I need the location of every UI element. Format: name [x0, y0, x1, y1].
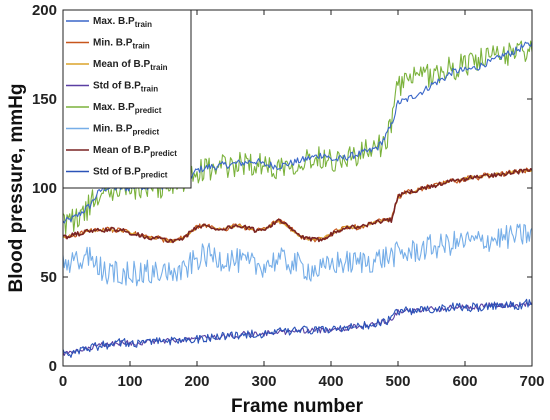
legend-entry: Mean of B.Ptrain: [93, 59, 168, 72]
legend-entry-name: Max. B.P: [93, 16, 135, 27]
legend-entry: Max. B.Ppredict: [93, 102, 162, 115]
series-line-max-b-ppredict: [62, 40, 533, 235]
legend-entry-name: Std of B.P: [93, 81, 141, 92]
x-tick-label: 300: [251, 373, 276, 390]
x-tick-label: 0: [59, 373, 67, 390]
x-axis: 0 100 200 300 400 500 600 700: [59, 10, 545, 390]
legend-entry: Std of B.Ppredict: [93, 167, 168, 180]
y-axis-label: Blood pressure, mmHg: [6, 83, 27, 292]
legend-entry-subscript: train: [141, 85, 158, 94]
series-line-mean-of-b-ppredict: [62, 168, 533, 244]
legend-entry-subscript: predict: [135, 106, 162, 115]
legend-entry-subscript: predict: [132, 128, 159, 137]
legend-entry-subscript: predict: [141, 171, 168, 180]
legend-entry-name: Min. B.P: [93, 38, 133, 49]
series-line-min-b-ppredict: [62, 223, 533, 287]
x-tick-label: 600: [452, 373, 477, 390]
legend-entry-subscript: predict: [150, 149, 177, 158]
x-tick-label: 700: [519, 373, 544, 390]
x-tick-label: 200: [184, 373, 209, 390]
x-tick-label: 100: [117, 373, 142, 390]
legend-entry-name: Mean of B.P: [93, 145, 151, 156]
legend-entry-name: Mean of B.P: [93, 59, 151, 70]
legend-entry: Mean of B.Ppredict: [93, 145, 177, 158]
legend-entry-subscript: train: [132, 42, 149, 51]
legend-entry-name: Min. B.P: [93, 124, 133, 135]
y-tick-label: 200: [32, 2, 57, 19]
legend-entry: Max. B.Ptrain: [93, 16, 152, 29]
y-tick-label: 100: [32, 180, 57, 197]
y-tick-label: 150: [32, 91, 57, 108]
legend-entry-subscript: train: [135, 20, 152, 29]
legend-entry-name: Max. B.P: [93, 102, 135, 113]
legend-entry-subscript: train: [150, 63, 167, 72]
legend-entry-name: Std of B.P: [93, 167, 141, 178]
y-tick-label: 0: [49, 358, 57, 375]
x-tick-label: 500: [385, 373, 410, 390]
y-tick-label: 50: [40, 269, 57, 286]
legend-entry: Std of B.Ptrain: [93, 81, 158, 94]
x-axis-label: Frame number: [231, 396, 364, 417]
legend-entry: Min. B.Ppredict: [93, 124, 159, 137]
x-tick-label: 400: [318, 373, 343, 390]
series-line-std-of-b-ppredict: [62, 298, 533, 358]
legend-box: [62, 9, 192, 189]
y-axis: 0 50 100 150 200: [32, 2, 532, 375]
legend-entry: Min. B.Ptrain: [93, 38, 150, 51]
